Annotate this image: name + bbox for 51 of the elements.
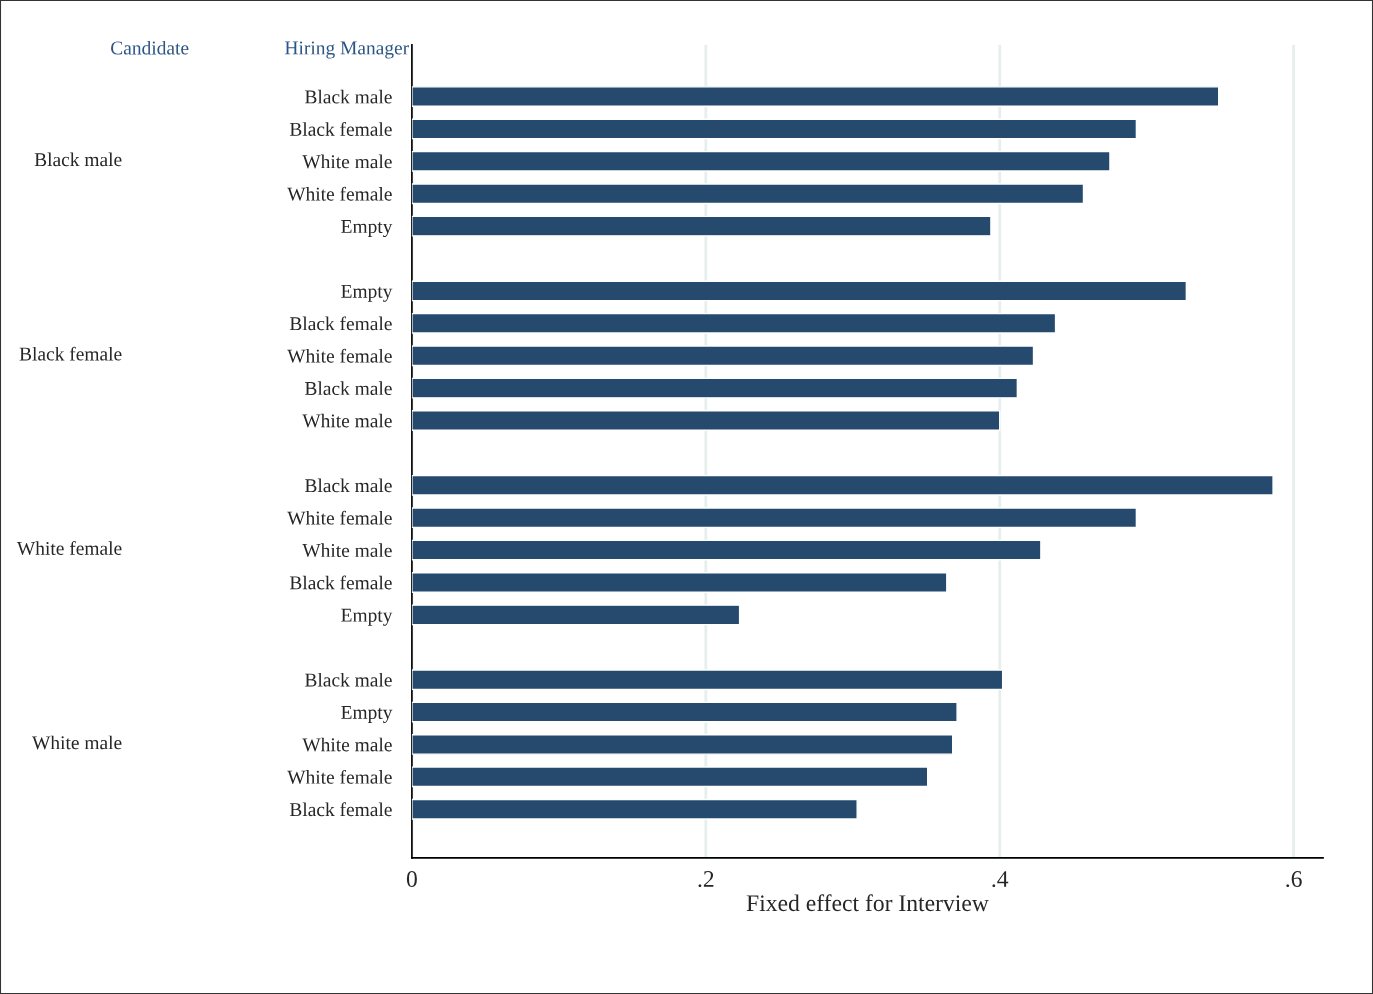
y-tick-label: Black female xyxy=(289,122,392,136)
bar xyxy=(411,766,929,788)
bar xyxy=(411,150,1111,172)
bar xyxy=(411,183,1085,205)
y-tick-label: White male xyxy=(302,543,392,558)
x-tick-label: .6 xyxy=(1286,871,1302,888)
text: White male xyxy=(32,735,122,750)
y-tick-label: Black female xyxy=(289,575,392,590)
bar xyxy=(411,86,1220,107)
text: Hiring Manager xyxy=(284,41,409,59)
y-tick-label: Empty xyxy=(341,706,393,723)
y-tick-label: Black female xyxy=(289,316,392,331)
bar xyxy=(411,474,1274,496)
bar xyxy=(411,118,1138,140)
y-tick-label: Black female xyxy=(289,802,392,817)
text: Candidate xyxy=(111,40,189,55)
y-tick-label: White male xyxy=(302,154,392,169)
y-tick-label: Empty xyxy=(341,608,393,626)
bar xyxy=(411,798,858,820)
text: White female xyxy=(16,541,122,556)
bar xyxy=(411,215,992,237)
y-tick-label: White male xyxy=(302,413,392,428)
y-tick-label: Black male xyxy=(305,89,392,104)
text: Black male xyxy=(34,152,122,167)
x-tick-label: 0 xyxy=(406,871,417,887)
bar xyxy=(411,734,954,755)
y-tick-label: White female xyxy=(287,769,392,784)
bar xyxy=(411,345,1035,367)
y-tick-label: Black male xyxy=(305,478,392,493)
x-tick-label: .2 xyxy=(698,871,714,888)
bar xyxy=(411,312,1057,334)
bar xyxy=(411,572,948,593)
y-tick-label: White female xyxy=(287,510,392,525)
text: Black female xyxy=(19,346,122,361)
bar xyxy=(411,507,1138,529)
bar xyxy=(411,410,1001,431)
bar xyxy=(411,539,1042,561)
bar xyxy=(411,669,1004,691)
bar xyxy=(411,701,958,723)
bar xyxy=(411,280,1188,302)
y-tick-label: White female xyxy=(287,186,392,201)
y-tick-label: Black male xyxy=(305,381,392,396)
y-tick-label: Black male xyxy=(305,672,392,687)
bar xyxy=(411,377,1019,399)
x-tick-label: .4 xyxy=(992,871,1009,888)
y-tick-label: White male xyxy=(302,737,392,752)
y-tick-label: Empty xyxy=(341,284,393,302)
x-axis-title: Fixed effect for Interview xyxy=(746,894,989,912)
bar xyxy=(411,604,741,626)
y-tick-label: White female xyxy=(287,348,392,363)
y-tick-label: Empty xyxy=(341,220,393,238)
